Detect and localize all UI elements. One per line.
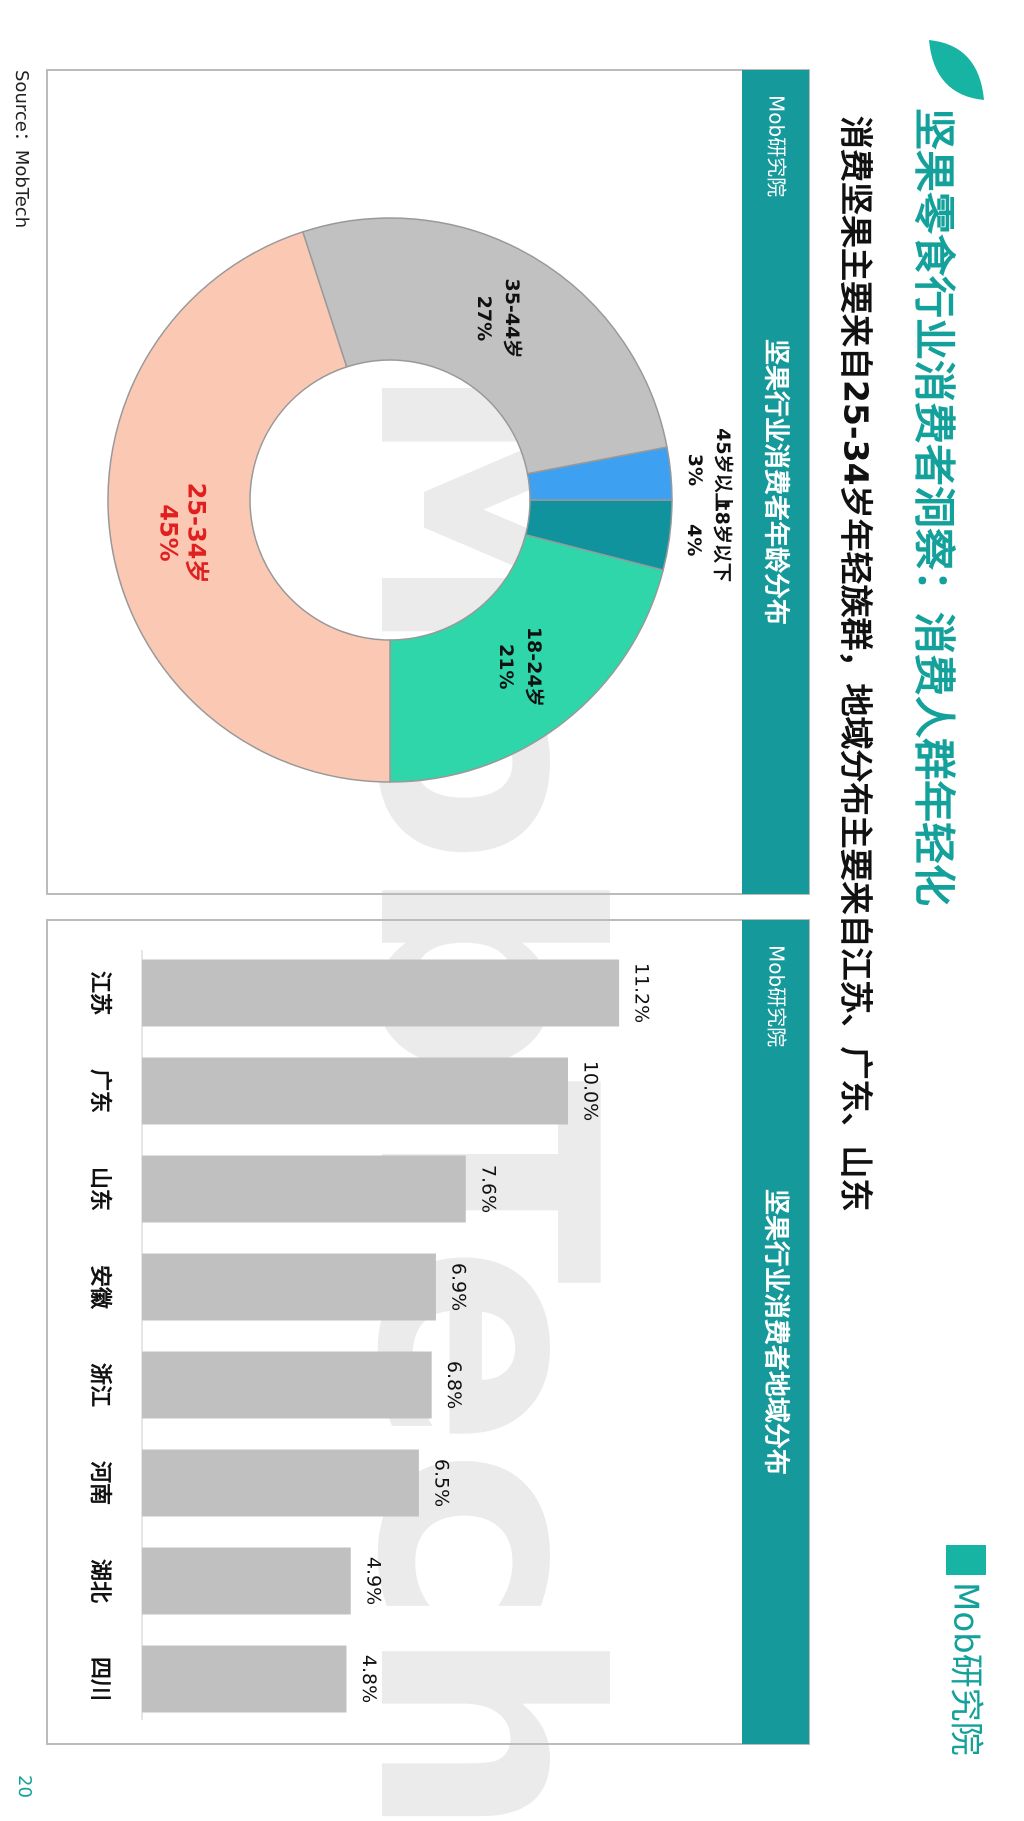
brand-logo: [946, 1545, 986, 1575]
panel-title: 坚果行业消费者年龄分布: [761, 339, 792, 625]
donut-slice: [389, 533, 665, 783]
bar: [142, 1057, 568, 1125]
slice-label: 18岁以下: [711, 498, 734, 581]
bar-value: 11.2%: [631, 963, 653, 1023]
slice-value: 4%: [683, 524, 705, 556]
bar: [142, 1253, 436, 1321]
page-number: 20: [14, 1775, 35, 1798]
panel-brand: Mob研究院: [765, 95, 789, 197]
bar: [142, 1155, 466, 1223]
slice-value: 27%: [473, 296, 495, 341]
x-tick-label: 江苏: [87, 971, 113, 1015]
slice-label: 35-44岁: [501, 278, 524, 358]
bar-value: 6.5%: [430, 1459, 452, 1507]
x-tick-label: 河南: [87, 1461, 112, 1505]
subtitle: 消费坚果主要来自25-34岁年轻族群，地域分布主要来自江苏、广东、山东: [837, 116, 876, 1212]
donut-slice: [107, 230, 391, 783]
x-tick-label: 山东: [87, 1167, 113, 1211]
bar-value: 6.8%: [443, 1361, 465, 1409]
title-leaf: [929, 40, 984, 100]
bar: [142, 1449, 419, 1517]
panel-title: 坚果行业消费者地域分布: [761, 1189, 792, 1475]
bar: [141, 1547, 351, 1615]
panel-header: [742, 920, 809, 1744]
slice-value: 3%: [684, 454, 706, 486]
bar: [141, 1645, 347, 1713]
bar: [142, 959, 620, 1027]
panel-brand: Mob研究院: [765, 945, 789, 1047]
bar-value: 7.6%: [477, 1165, 499, 1213]
panel-header: [742, 70, 809, 894]
slice-label: 45岁以上: [712, 428, 735, 511]
brand: Mob研究院: [946, 1582, 986, 1756]
bar-value: 4.9%: [362, 1557, 384, 1605]
x-tick-label: 四川: [87, 1657, 112, 1701]
donut-slice: [301, 217, 668, 475]
bar-value: 6.9%: [447, 1263, 469, 1311]
x-tick-label: 安徽: [87, 1265, 113, 1310]
source: Source：MobTech: [11, 70, 32, 228]
slice-value: 45%: [155, 504, 183, 561]
x-tick-label: 湖北: [87, 1559, 112, 1603]
x-tick-label: 浙江: [87, 1363, 112, 1407]
slice-label: 18-24岁: [523, 627, 546, 707]
donut-slice: [526, 446, 673, 501]
title: 坚果零食行业消费者洞察：消费人群年轻化: [910, 108, 959, 906]
bar-value: 10.0%: [580, 1061, 602, 1121]
slice-value: 21%: [495, 644, 517, 689]
bar: [142, 1351, 432, 1419]
bar-value: 4.8%: [358, 1655, 380, 1703]
x-tick-label: 广东: [87, 1069, 113, 1113]
slice-label: 25-34岁: [183, 483, 211, 584]
